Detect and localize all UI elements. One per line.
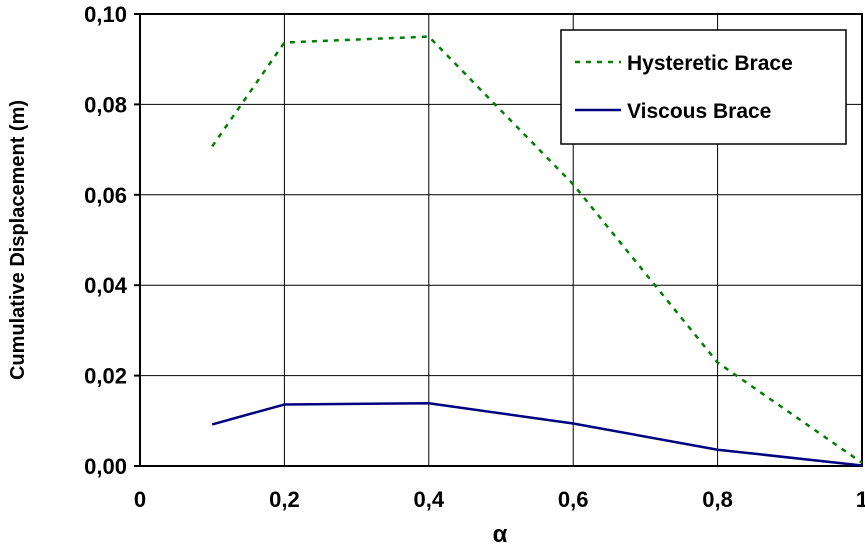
x-axis-title: α [493,521,508,548]
y-tick-label: 0,06 [84,183,127,208]
x-tick-label: 0,8 [702,487,733,512]
legend-label: Hysteretic Brace [627,52,793,75]
x-tick-label: 0,4 [414,487,445,512]
y-tick-label: 0,00 [84,454,127,479]
series-group [211,35,863,467]
x-axis-ticks: 0 0,2 0,4 0,6 0,8 1 [134,487,865,512]
legend-label: Viscous Brace [627,100,771,123]
y-tick-label: 0,10 [84,2,127,27]
x-tick-label: 0,2 [269,487,300,512]
legend: Hysteretic Brace Viscous Brace [560,29,847,145]
legend-box [560,29,847,145]
y-tick-label: 0,08 [84,92,127,117]
plot-area-border [139,13,863,467]
x-tick-label: 1 [856,487,865,512]
y-tick-label: 0,04 [84,273,128,298]
x-tick-label: 0 [134,487,146,512]
y-axis-ticks: 0,00 0,02 0,04 0,06 0,08 0,10 [84,2,140,479]
series-line-hysteretic-brace [211,35,863,464]
y-tick-label: 0,02 [84,364,127,389]
y-axis-title: Cumulative Displacement (m) [7,100,29,380]
series-line-viscous-brace [211,401,863,467]
x-tick-label: 0,6 [558,487,589,512]
